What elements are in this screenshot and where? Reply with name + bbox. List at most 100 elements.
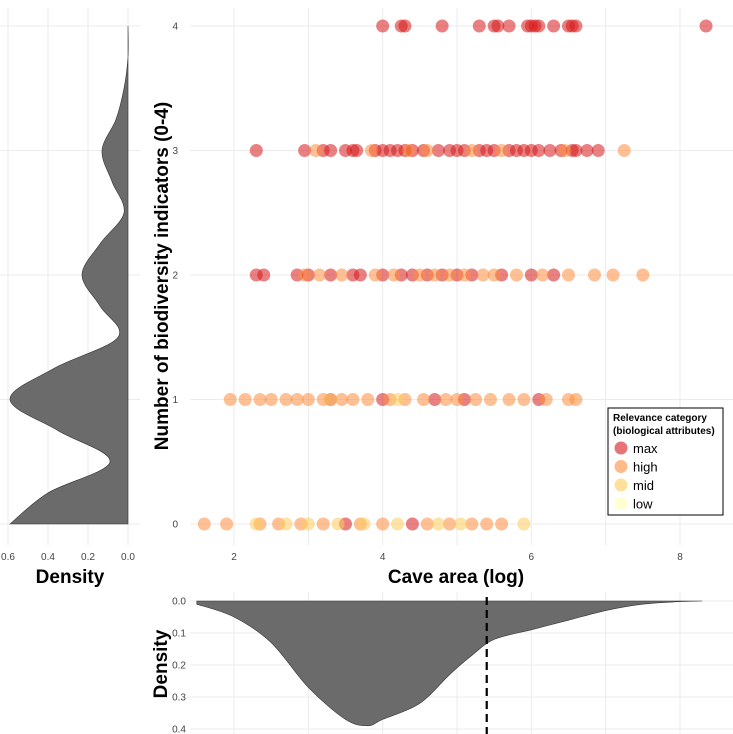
scatter-point-mid bbox=[301, 517, 315, 531]
legend-box bbox=[607, 407, 724, 516]
scatter-point-high bbox=[450, 393, 464, 406]
left-density-x-tick-label: 0.0 bbox=[121, 552, 135, 563]
scatter-point-high bbox=[220, 517, 234, 531]
scatter-point-max bbox=[257, 268, 271, 282]
scatter-point-max bbox=[569, 144, 583, 157]
legend-key-high bbox=[614, 460, 628, 473]
scatter-point-mid bbox=[391, 517, 405, 531]
scatter-point-high bbox=[309, 144, 323, 157]
scatter-point-high bbox=[483, 393, 497, 406]
scatter-y-axis-title: Number of biodiversity indicators (0-4) bbox=[152, 102, 173, 450]
scatter-point-max bbox=[547, 268, 561, 282]
scatter-point-high bbox=[346, 393, 360, 406]
bottom-density-y-tick-label: 0.4 bbox=[172, 725, 186, 734]
scatter-point-max bbox=[398, 19, 412, 33]
scatter-point-mid bbox=[357, 517, 371, 531]
scatter-point-high bbox=[476, 268, 490, 282]
scatter-point-max bbox=[324, 268, 338, 282]
bottom-density-y-tick-label: 0.1 bbox=[172, 629, 186, 640]
scatter-point-high bbox=[253, 393, 267, 406]
scatter-point-high bbox=[465, 144, 479, 157]
scatter-point-high bbox=[535, 268, 549, 282]
scatter-point-high bbox=[316, 517, 330, 531]
scatter-point-high bbox=[480, 517, 494, 531]
scatter-point-max bbox=[543, 144, 557, 157]
scatter-point-high bbox=[365, 144, 379, 157]
left-density-panel: 0.6 0.4 0.2 0.0 Density bbox=[0, 8, 140, 588]
legend-key-low bbox=[614, 497, 628, 510]
scatter-x-tick-label: 2 bbox=[231, 552, 237, 563]
scatter-point-max bbox=[431, 144, 445, 157]
scatter-point-mid bbox=[249, 517, 263, 531]
scatter-point-high bbox=[465, 517, 479, 531]
scatter-point-high bbox=[539, 393, 553, 406]
scatter-point-high bbox=[238, 393, 252, 406]
scatter-point-max bbox=[376, 19, 390, 33]
scatter-y-tick-label: 1 bbox=[172, 395, 178, 406]
scatter-point-max bbox=[324, 144, 338, 157]
scatter-point-high bbox=[279, 393, 293, 406]
scatter-x-tick-label: 4 bbox=[380, 552, 386, 563]
bottom-density-panel: 0.0 0.1 0.2 0.3 0.4 Density bbox=[151, 592, 733, 734]
scatter-panel: 2 4 6 8 0 1 2 3 4 Cave area (log) Number of bio… bbox=[152, 8, 733, 588]
scatter-point-max bbox=[524, 268, 538, 282]
scatter-point-mid bbox=[431, 517, 445, 531]
scatter-point-high bbox=[443, 268, 457, 282]
scatter-point-max bbox=[532, 19, 546, 33]
scatter-point-mid bbox=[517, 517, 531, 531]
scatter-point-high bbox=[335, 393, 349, 406]
scatter-point-max bbox=[298, 144, 312, 157]
scatter-point-max bbox=[569, 19, 583, 33]
left-density-x-axis-title: Density bbox=[36, 567, 105, 588]
scatter-point-high bbox=[457, 268, 471, 282]
left-density-x-tick-label: 0.4 bbox=[41, 552, 55, 563]
left-density-area bbox=[9, 25, 129, 525]
scatter-point-max bbox=[491, 19, 505, 33]
bottom-density-y-tick-labels: 0.0 0.1 0.2 0.3 0.4 bbox=[172, 597, 186, 734]
scatter-point-mid bbox=[391, 393, 405, 406]
legend-key-mid bbox=[614, 478, 628, 492]
scatter-point-high bbox=[387, 268, 401, 282]
scatter-point-high bbox=[502, 393, 516, 406]
scatter-point-high bbox=[517, 393, 531, 406]
scatter-point-high bbox=[495, 517, 509, 531]
scatter-point-max bbox=[502, 19, 516, 33]
scatter-point-max bbox=[353, 268, 367, 282]
scatter-point-high bbox=[197, 517, 211, 531]
scatter-points bbox=[197, 19, 713, 531]
scatter-point-mid bbox=[454, 517, 468, 531]
scatter-point-high bbox=[420, 144, 434, 157]
scatter-point-max bbox=[699, 19, 713, 33]
scatter-point-high bbox=[636, 268, 650, 282]
legend-title-line2: (biological attributes) bbox=[613, 426, 715, 437]
scatter-point-high bbox=[588, 268, 602, 282]
bottom-density-area bbox=[196, 600, 703, 727]
legend-label-low: low bbox=[633, 497, 653, 512]
scatter-point-max bbox=[532, 144, 546, 157]
scatter-x-tick-label: 6 bbox=[529, 552, 535, 563]
legend: Relevance category (biological attribute… bbox=[607, 407, 724, 516]
legend-label-max: max bbox=[633, 441, 658, 456]
scatter-point-max bbox=[547, 19, 561, 33]
scatter-point-high bbox=[361, 393, 375, 406]
scatter-point-high bbox=[402, 144, 416, 157]
scatter-point-max bbox=[591, 144, 605, 157]
scatter-point-high bbox=[509, 268, 523, 282]
scatter-point-max bbox=[249, 144, 263, 157]
scatter-point-high bbox=[312, 268, 326, 282]
scatter-point-high bbox=[223, 393, 237, 406]
scatter-point-high bbox=[606, 268, 620, 282]
scatter-point-high bbox=[376, 517, 390, 531]
left-density-x-tick-label: 0.2 bbox=[81, 552, 95, 563]
scatter-point-high bbox=[469, 393, 483, 406]
scatter-point-high bbox=[495, 144, 509, 157]
scatter-point-max bbox=[580, 144, 594, 157]
legend-label-mid: mid bbox=[633, 478, 654, 493]
scatter-point-mid bbox=[331, 517, 345, 531]
scatter-point-high bbox=[562, 268, 575, 282]
scatter-point-high bbox=[298, 268, 312, 282]
scatter-point-high bbox=[439, 393, 453, 406]
scatter-point-high bbox=[301, 393, 315, 406]
scatter-point-high bbox=[487, 268, 501, 282]
